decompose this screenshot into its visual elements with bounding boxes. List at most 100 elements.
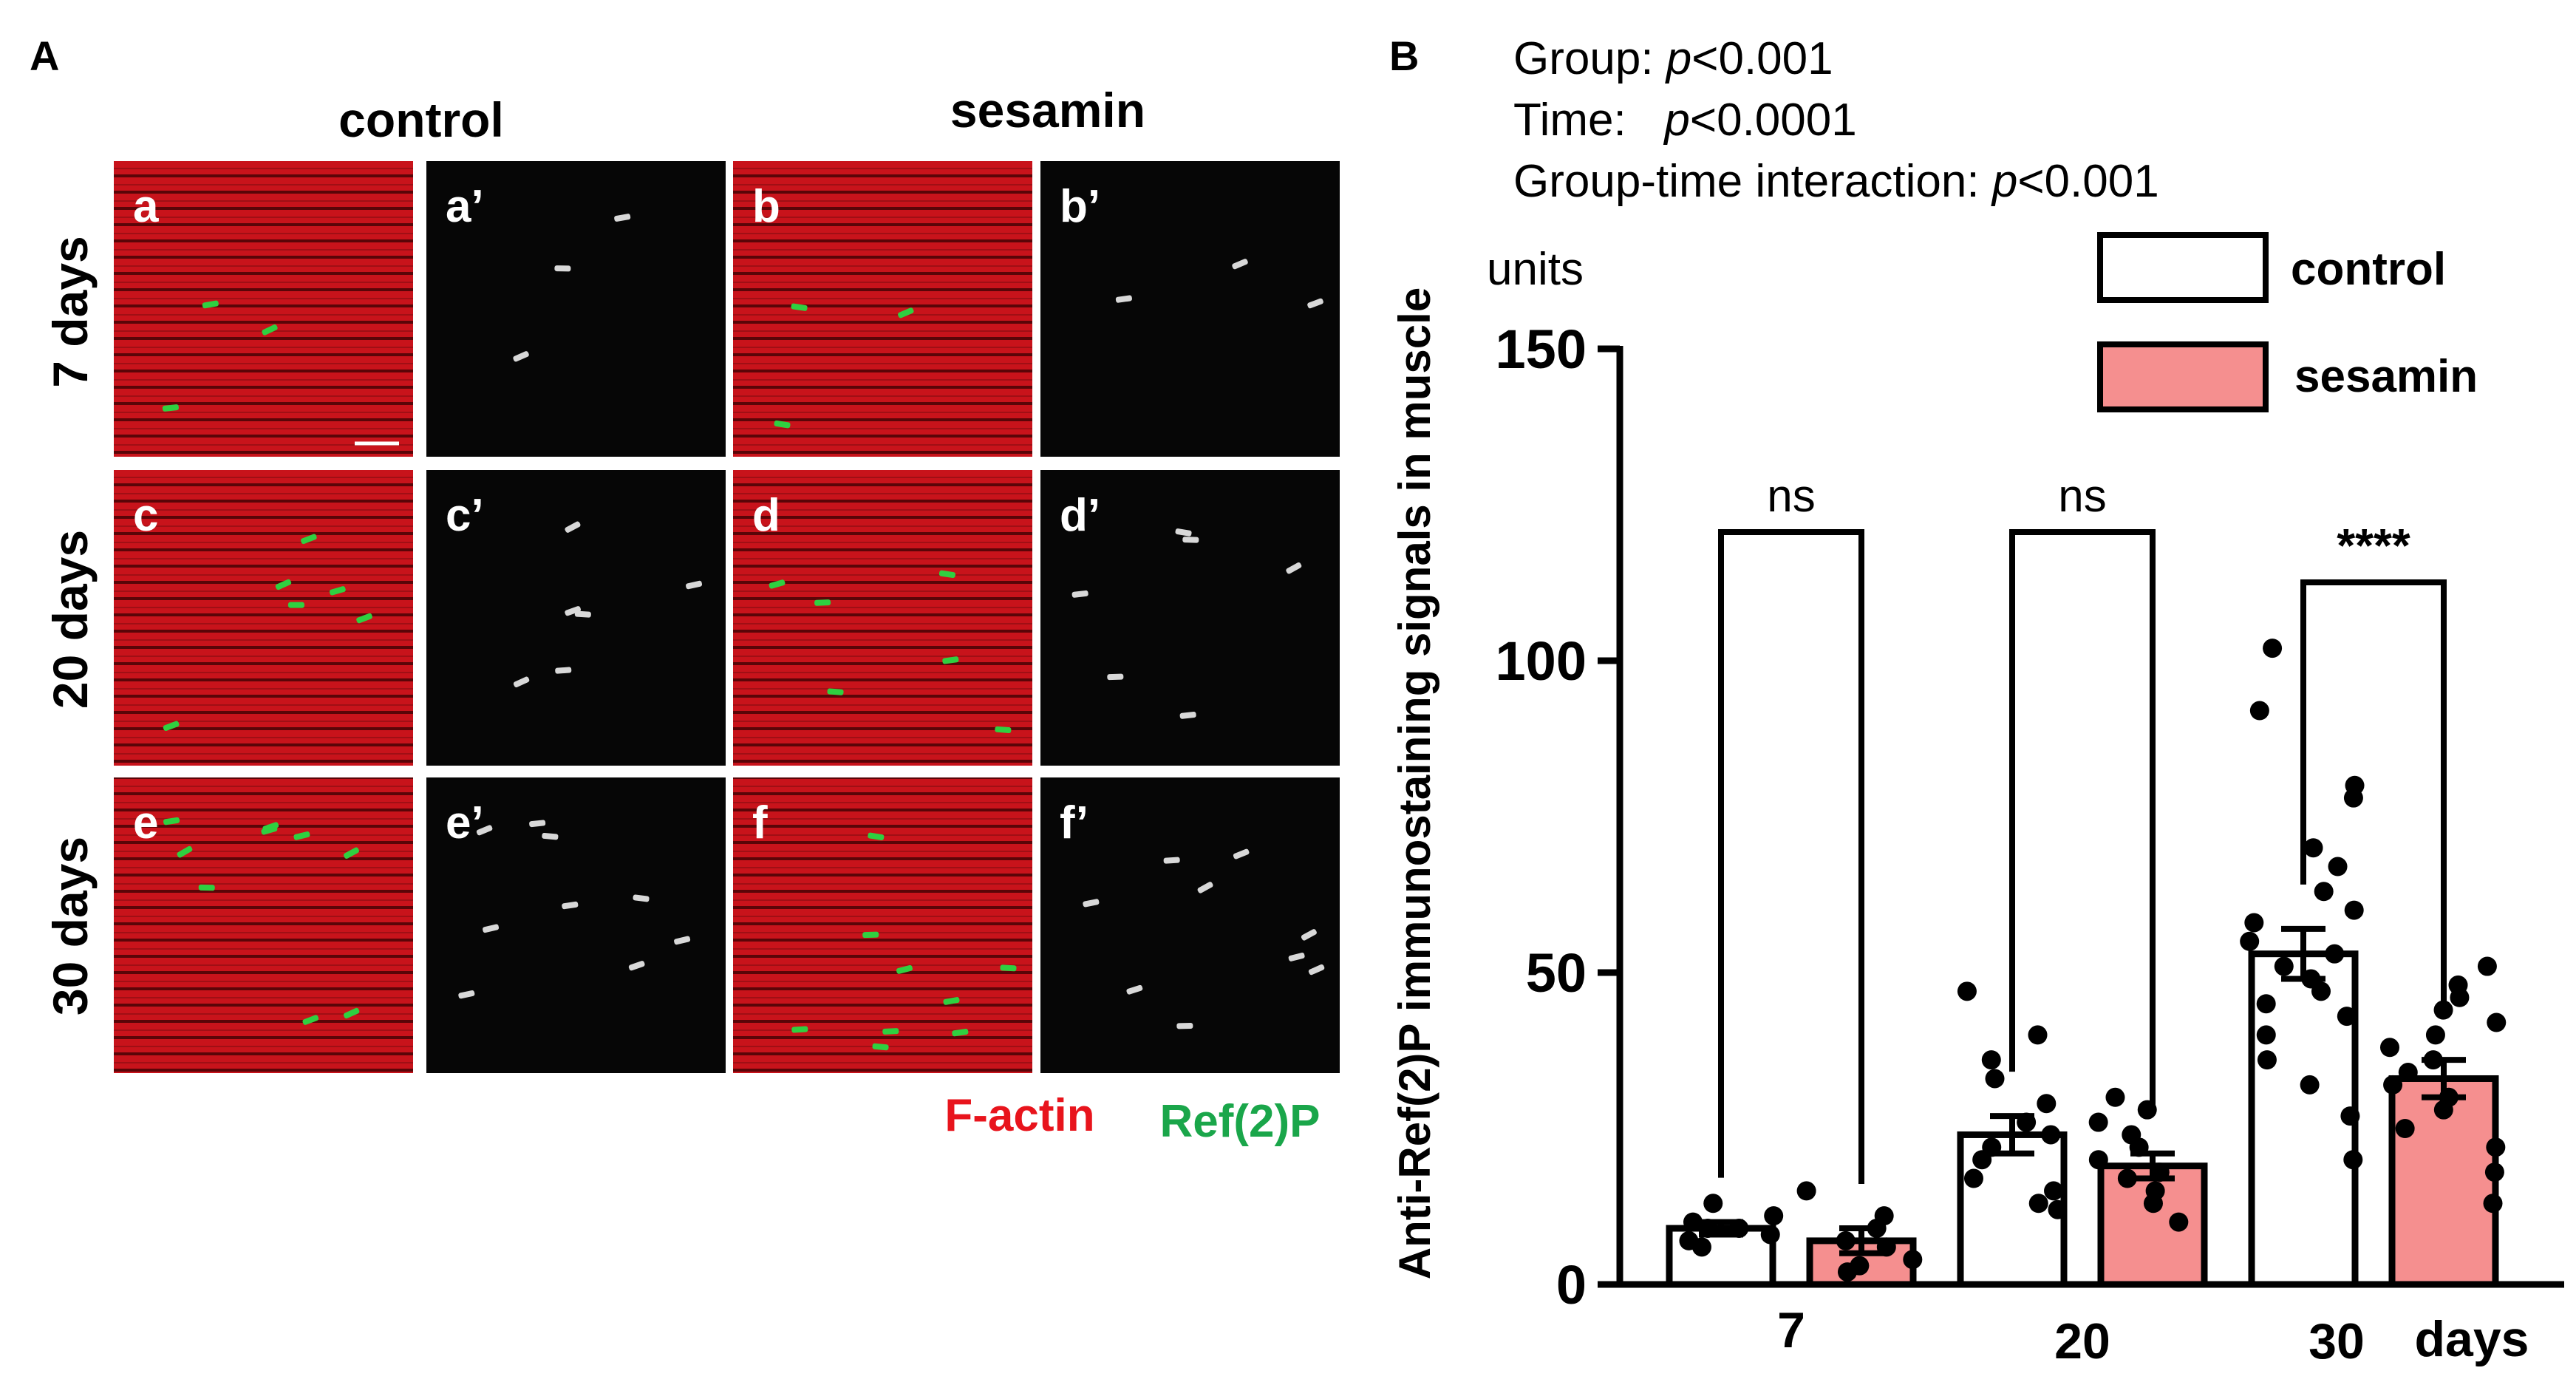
ref2p-puncta bbox=[1286, 562, 1302, 574]
ref2p-puncta bbox=[686, 580, 703, 590]
data-point bbox=[1963, 1168, 1983, 1188]
micrograph-label: d bbox=[752, 490, 780, 541]
ref2p-puncta bbox=[674, 936, 691, 945]
ref2p-puncta bbox=[1307, 298, 1323, 309]
data-point bbox=[2028, 1025, 2048, 1045]
data-point bbox=[2240, 931, 2260, 951]
data-point bbox=[2244, 913, 2264, 933]
micrograph-label: c bbox=[133, 490, 158, 541]
micrograph-label: e’ bbox=[446, 797, 484, 848]
data-point bbox=[2383, 1075, 2403, 1095]
micrograph-grid: a a’ b b’ c c’ d d’ e e’ f f’ bbox=[114, 161, 1340, 1073]
panel-b-label: B bbox=[1389, 33, 1419, 79]
panel-a: A control sesamin 7 days 20 days 30 days… bbox=[30, 33, 1340, 1147]
data-point bbox=[1796, 1181, 1816, 1201]
ref2p-puncta bbox=[275, 579, 292, 590]
data-point bbox=[1703, 1194, 1723, 1214]
data-point bbox=[2257, 1050, 2277, 1070]
x-tick-label: 30 bbox=[2308, 1313, 2365, 1369]
ref2p-puncta bbox=[791, 303, 808, 311]
ref2p-puncta bbox=[872, 1043, 889, 1051]
micrograph-e bbox=[114, 777, 413, 1073]
data-point bbox=[1764, 1206, 1784, 1226]
data-point bbox=[2088, 1150, 2108, 1170]
data-point bbox=[2395, 1119, 2415, 1138]
ref2p-puncta bbox=[896, 964, 913, 974]
micrograph-d bbox=[733, 470, 1032, 766]
ref2p-puncta bbox=[198, 884, 215, 891]
ref2p-puncta bbox=[827, 688, 844, 695]
data-point bbox=[2044, 1181, 2064, 1201]
data-point bbox=[2483, 1194, 2503, 1214]
ref2p-puncta bbox=[162, 404, 179, 412]
data-point bbox=[2041, 1125, 2061, 1145]
micrograph-label: e bbox=[133, 797, 158, 848]
ref2p-puncta bbox=[262, 324, 278, 336]
legend-swatch-sesamin bbox=[2097, 341, 2269, 412]
micrograph-a’ bbox=[426, 161, 726, 457]
micrograph-a bbox=[114, 161, 413, 457]
legend-label-sesamin: sesamin bbox=[2294, 351, 2478, 402]
data-point bbox=[1874, 1206, 1894, 1226]
micrograph-label: b’ bbox=[1060, 181, 1100, 232]
ref2p-puncta bbox=[942, 656, 959, 664]
micrograph-label: d’ bbox=[1060, 490, 1100, 541]
legend-ref2p: Ref(2)P bbox=[1159, 1096, 1320, 1147]
ref2p-puncta bbox=[574, 610, 591, 618]
ref2p-puncta bbox=[343, 847, 360, 859]
ref2p-puncta bbox=[1163, 857, 1180, 864]
significance-bracket bbox=[1718, 529, 1864, 1185]
bar-chart: 0 50 100 150 ns 7 ns 20 **** 30 days bbox=[1496, 319, 2564, 1369]
stat-time: Time: p<0.0001 bbox=[1513, 95, 1857, 146]
data-point bbox=[2314, 882, 2334, 902]
data-point bbox=[2487, 1012, 2507, 1032]
y-tick-label: 150 bbox=[1496, 319, 1587, 380]
ref2p-puncta bbox=[1182, 537, 1199, 543]
ref2p-puncta bbox=[565, 606, 582, 616]
data-point bbox=[1981, 1050, 2001, 1070]
micrograph-label: f bbox=[752, 797, 768, 848]
ref2p-puncta bbox=[633, 894, 650, 902]
ref2p-puncta bbox=[1126, 984, 1143, 995]
ref2p-puncta bbox=[769, 579, 786, 589]
ref2p-puncta bbox=[791, 1026, 808, 1033]
legend-swatch-control bbox=[2097, 232, 2269, 303]
column-header-sesamin: sesamin bbox=[950, 83, 1145, 137]
ref2p-puncta bbox=[774, 420, 791, 429]
data-point bbox=[2037, 1094, 2057, 1114]
data-point bbox=[2249, 701, 2269, 721]
micrograph-label: a’ bbox=[446, 181, 484, 232]
data-point bbox=[2105, 1087, 2125, 1107]
micrograph-label: a bbox=[133, 181, 159, 232]
ref2p-puncta bbox=[562, 901, 579, 910]
data-point bbox=[2048, 1199, 2068, 1219]
ref2p-puncta bbox=[476, 825, 493, 836]
ref2p-puncta bbox=[483, 924, 500, 933]
ref2p-puncta bbox=[343, 1007, 360, 1019]
data-point bbox=[2169, 1212, 2189, 1232]
ref2p-puncta bbox=[287, 602, 304, 608]
ref2p-puncta bbox=[1232, 259, 1248, 270]
micrograph-label: b bbox=[752, 181, 780, 232]
data-point bbox=[2256, 1025, 2276, 1045]
legend-label-control: control bbox=[2291, 244, 2446, 295]
ref2p-puncta bbox=[329, 586, 346, 596]
ref2p-puncta bbox=[1308, 964, 1325, 976]
ref2p-puncta bbox=[614, 214, 631, 222]
data-point bbox=[2340, 1106, 2360, 1126]
ref2p-puncta bbox=[898, 307, 914, 319]
data-point bbox=[2303, 838, 2323, 858]
ref2p-puncta bbox=[943, 997, 960, 1005]
data-point bbox=[2328, 857, 2348, 876]
data-point bbox=[2263, 639, 2283, 658]
data-point bbox=[2325, 944, 2345, 964]
ref2p-puncta bbox=[868, 832, 885, 841]
y-tick-label: 0 bbox=[1556, 1254, 1587, 1315]
significance-bracket bbox=[2009, 529, 2156, 1109]
ref2p-puncta bbox=[1175, 528, 1192, 537]
ref2p-puncta bbox=[1197, 882, 1213, 893]
ref2p-puncta bbox=[628, 961, 645, 971]
y-axis-label: Anti-Ref(2)P immunostaining signals in m… bbox=[1390, 287, 1439, 1279]
ref2p-puncta bbox=[1071, 590, 1088, 598]
